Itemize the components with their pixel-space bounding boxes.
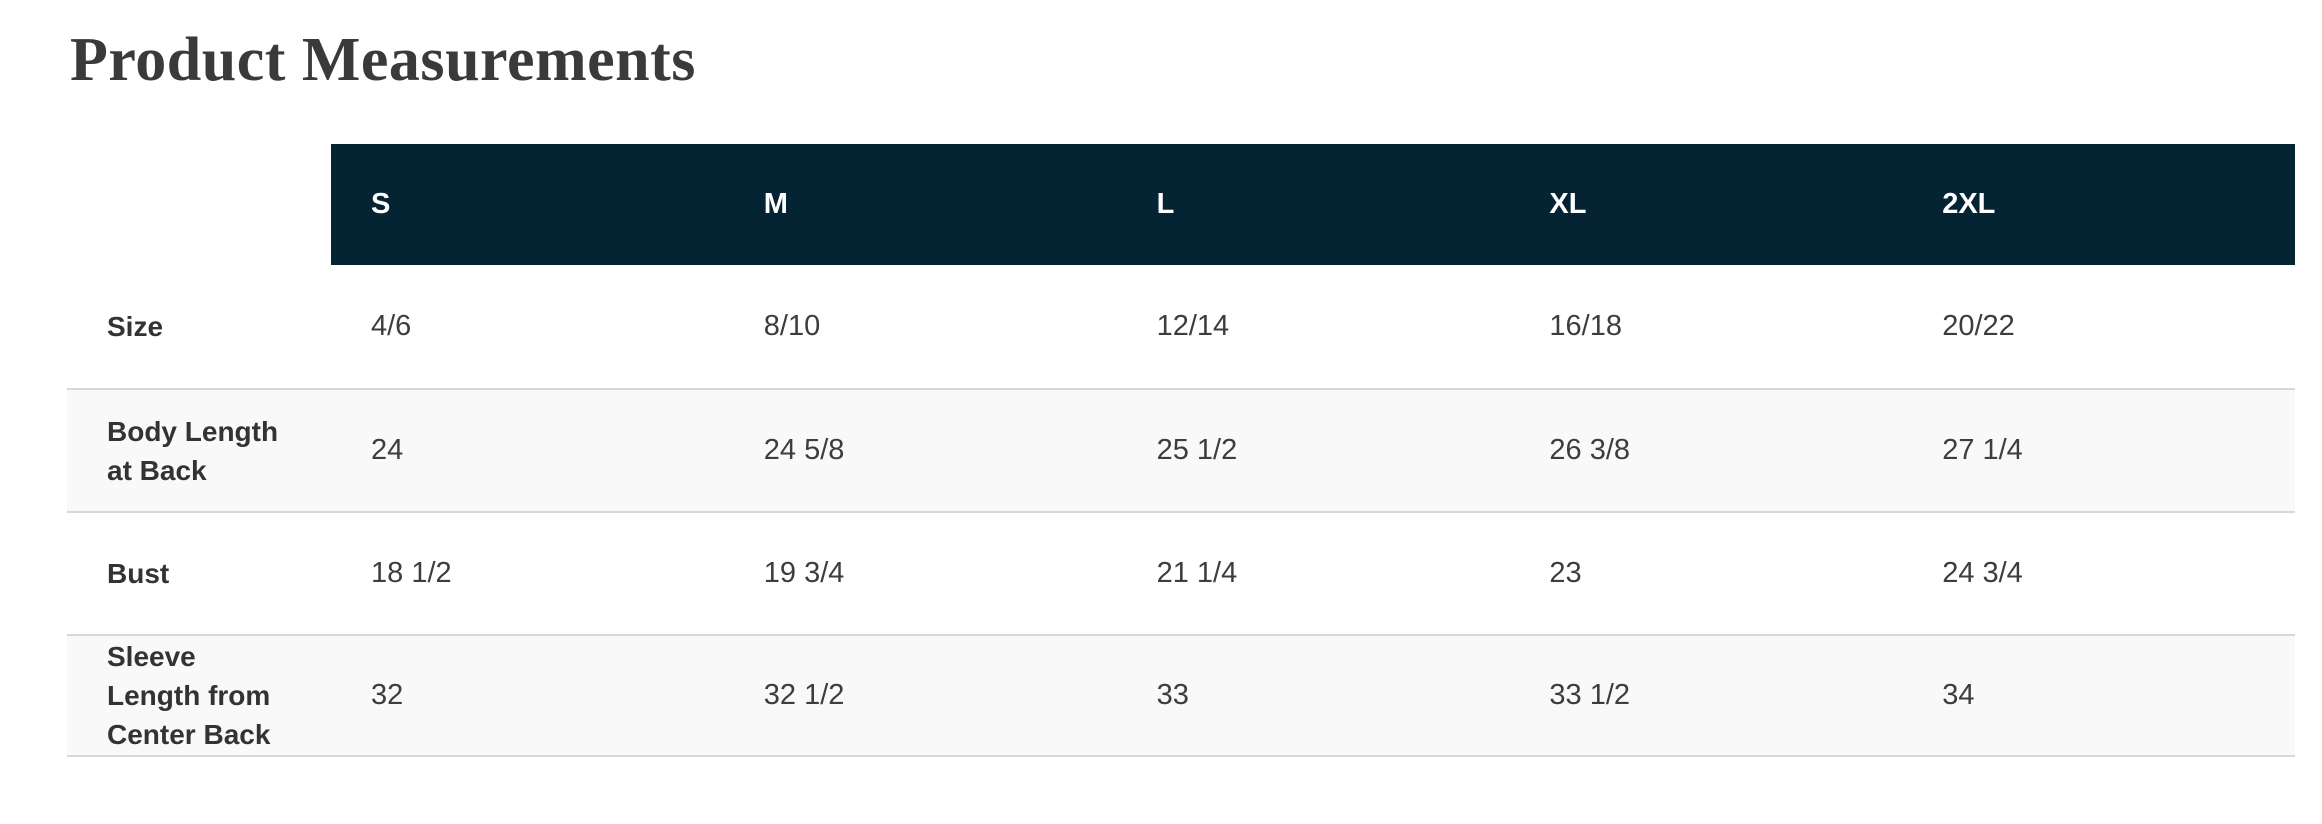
table-row-sleeve-length-from-center-back: Sleeve Length from Center Back 32 32 1/2… [67,634,2295,758]
row-label-text: Bust [107,558,170,590]
measurement-value: 19 3/4 [763,557,845,590]
measurement-value: 33 [1156,679,1189,712]
measurement-value: 4/6 [371,310,412,343]
table-row-size: Size 4/6 8/10 12/14 16/18 20/22 [67,265,2295,389]
measurement-value: 24 3/4 [1942,557,2023,590]
column-header-s: S [331,144,724,266]
measurement-value: 34 [1942,679,1975,712]
column-header-m: M [723,144,1117,266]
column-header-l: L [1116,144,1510,266]
measurement-value: 25 1/2 [1156,434,1238,467]
table-header-row: S M L XL 2XL [67,144,2295,266]
measurement-value: 16/18 [1549,310,1622,343]
row-label-text: Size [107,311,164,343]
page-title: Product Measurements [70,26,696,94]
table-row-body-length-at-back: Body Length at Back 24 24 5/8 25 1/2 26 … [67,388,2295,512]
measurement-value: 12/14 [1156,310,1230,343]
measurement-value: 20/22 [1942,310,2015,343]
measurement-value: 21 1/4 [1156,557,1238,590]
row-label: Sleeve Length from Center Back [67,637,331,755]
measurement-value: 23 [1549,557,1582,590]
row-label: Body Length at Back [67,412,331,490]
row-label-text: Sleeve Length from Center Back [107,640,271,751]
row-label-text: Body Length at Back [107,415,279,486]
column-header-xl: XL [1509,144,1903,266]
measurement-value: 18 1/2 [371,557,452,590]
column-header-2xl: 2XL [1902,144,2295,266]
measurement-value: 27 1/4 [1942,434,2023,467]
corner-cell [67,144,331,266]
measurement-value: 8/10 [763,310,821,343]
measurement-value: 24 5/8 [763,434,845,467]
row-label: Bust [67,554,331,593]
measurement-value: 32 [371,679,404,712]
measurement-value: 24 [371,434,404,467]
table-row-bust: Bust 18 1/2 19 3/4 21 1/4 23 24 3/4 [67,511,2295,635]
measurement-value: 26 3/8 [1549,434,1631,467]
row-label: Size [67,307,331,346]
product-measurements-table: S M L XL 2XL Size 4/6 8/10 12/14 16/18 2… [67,144,2295,758]
measurement-value: 33 1/2 [1549,679,1631,712]
measurement-value: 32 1/2 [763,679,845,712]
